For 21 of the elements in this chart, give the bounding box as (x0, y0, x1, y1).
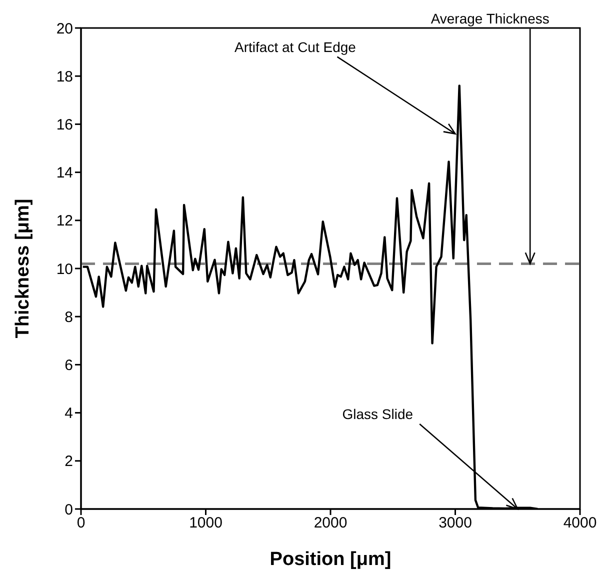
x-tick-label: 0 (76, 514, 86, 532)
y-tick-label: 6 (64, 357, 73, 374)
x-tick-label: 2000 (314, 514, 348, 532)
y-tick-label: 14 (56, 164, 73, 182)
y-tick-label: 8 (64, 308, 73, 326)
y-axis-title: Thickness [μm] (12, 198, 34, 338)
y-tick-label: 4 (64, 405, 73, 422)
x-tick-label: 3000 (438, 514, 472, 532)
x-axis-title: Position [μm] (270, 549, 392, 570)
y-tick-label: 20 (56, 20, 73, 38)
y-tick-label: 10 (56, 260, 73, 278)
y-tick-label: 2 (64, 453, 73, 470)
annotation: Artifact at Cut Edge (234, 38, 356, 55)
annotation: Average Thickness (430, 10, 550, 27)
y-tick-label: 12 (56, 212, 73, 230)
x-tick-label: 1000 (189, 514, 222, 532)
x-tick-label: 4000 (563, 514, 597, 532)
y-tick-label: 18 (56, 68, 73, 86)
y-tick-label: 16 (56, 116, 73, 134)
y-tick-label: 0 (64, 501, 73, 518)
annotation: Glass Slide (342, 406, 414, 422)
